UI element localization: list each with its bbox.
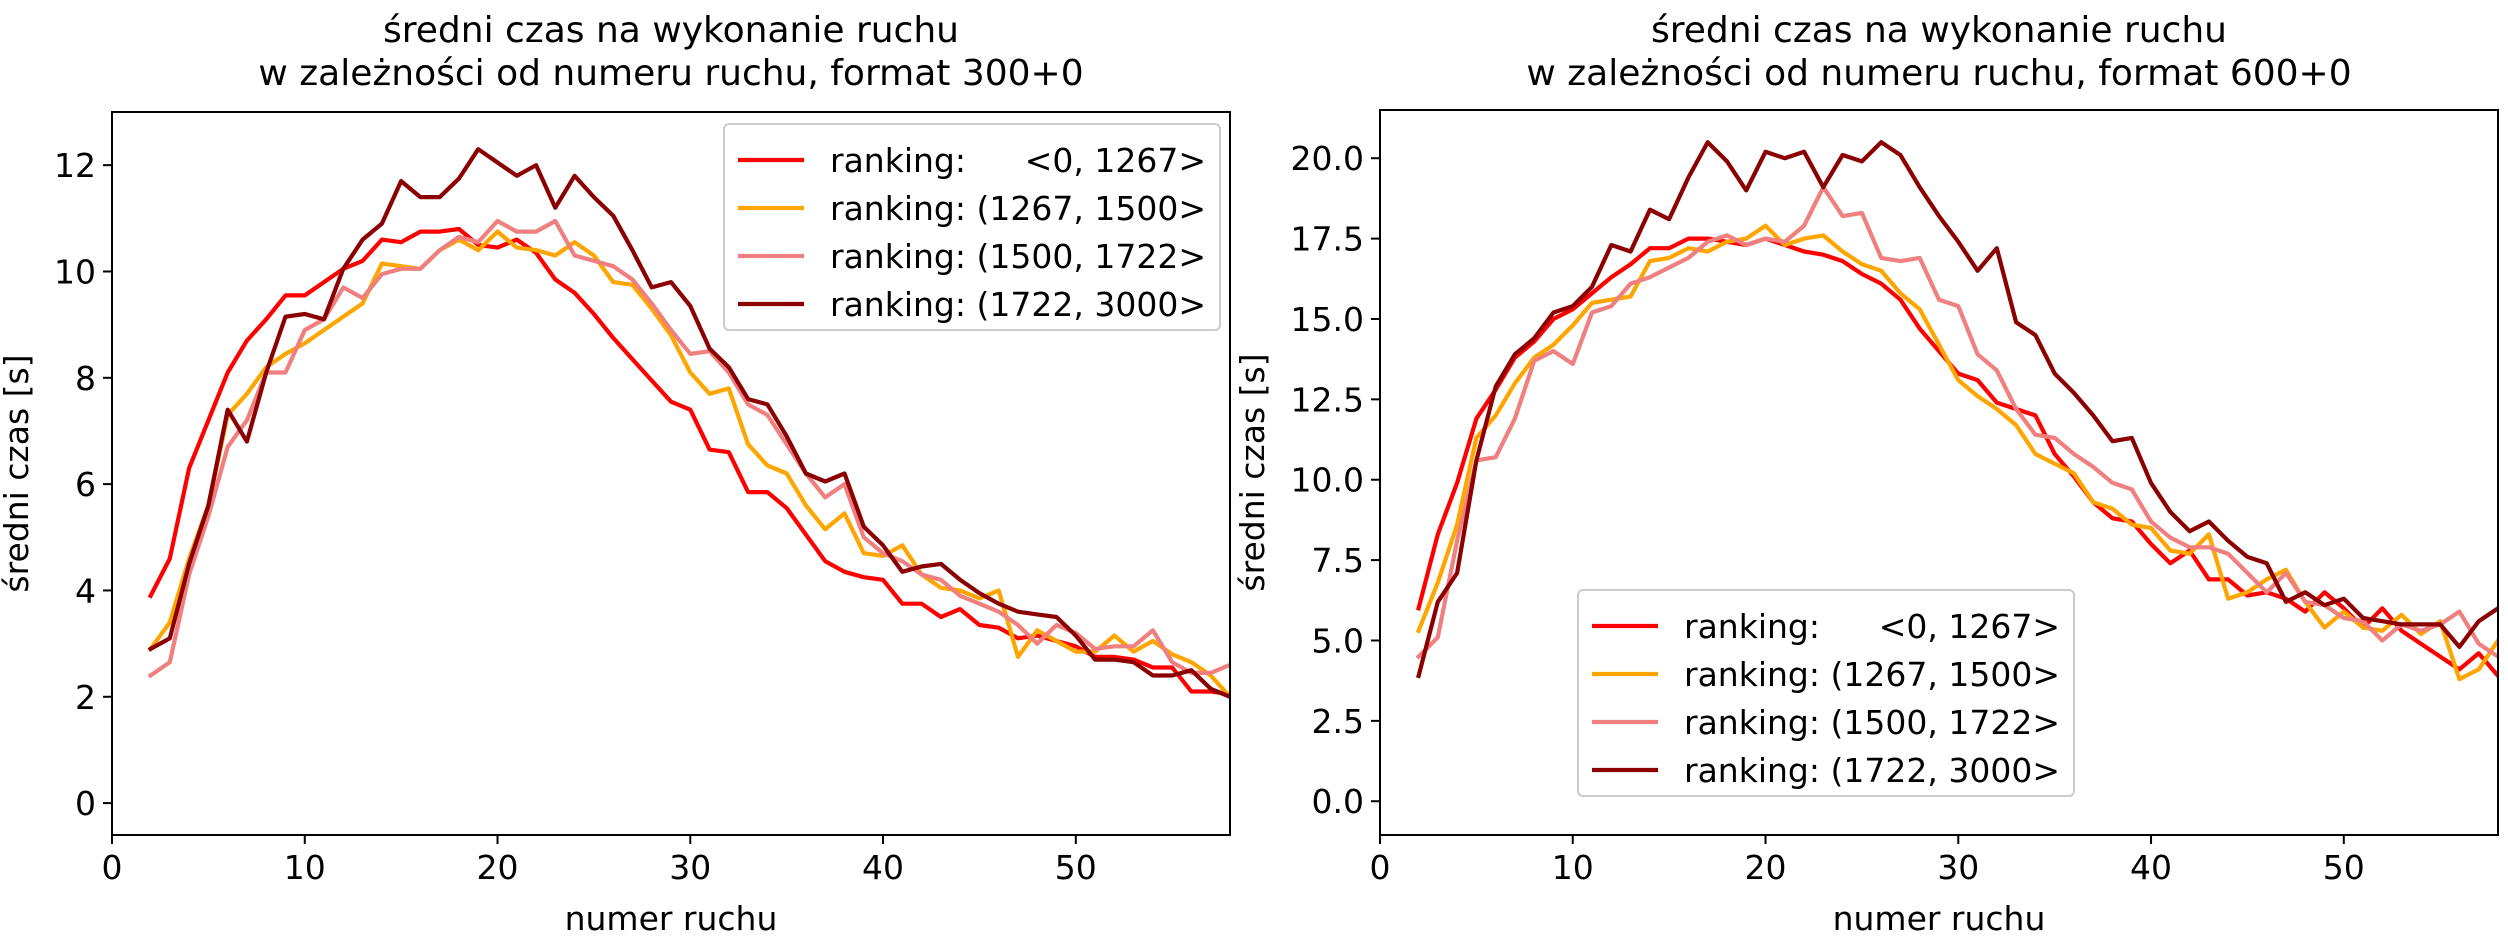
y-tick-label: 20.0 xyxy=(1291,139,1364,178)
x-tick-label: 0 xyxy=(1370,848,1391,887)
y-tick-label: 5.0 xyxy=(1312,621,1364,660)
legend-label-range: (1500, 1722> xyxy=(1831,703,2060,742)
y-tick-label: 4 xyxy=(75,571,96,610)
series-line-3 xyxy=(1415,185,2498,660)
y-axis-label: średni czas [s] xyxy=(0,354,36,592)
legend: ranking: <0, 1267> ranking: (1267, 1500> ran… xyxy=(1577,589,2075,797)
legend-label-prefix: ranking: xyxy=(1684,655,1820,694)
x-tick-label: 20 xyxy=(477,848,519,887)
legend: ranking: <0, 1267> ranking: (1267, 1500> ran… xyxy=(723,123,1221,331)
y-tick-label: 6 xyxy=(75,465,96,504)
legend-label-prefix: ranking: xyxy=(830,237,966,276)
x-tick-label: 0 xyxy=(102,848,123,887)
legend-label-range: <0, 1267> xyxy=(1025,141,1206,180)
y-tick-label: 17.5 xyxy=(1291,220,1364,259)
y-tick-label: 0 xyxy=(75,784,96,823)
x-tick-label: 20 xyxy=(1745,848,1787,887)
chart-title-line-2: w zależności od numeru ruchu, format 300… xyxy=(258,53,1083,94)
series-group xyxy=(147,147,1230,700)
series-group xyxy=(1415,140,2498,682)
x-axis-label: numer ruchu xyxy=(1833,899,2046,938)
x-axis-label: numer ruchu xyxy=(565,899,778,938)
plot-frame xyxy=(1379,109,2499,836)
y-tick-label: 7.5 xyxy=(1312,541,1364,580)
chart-title-line-2: w zależności od numeru ruchu, format 600… xyxy=(1526,53,2351,94)
legend-label-prefix: ranking: xyxy=(1684,703,1820,742)
x-tick-label: 50 xyxy=(2323,848,2365,887)
y-tick-label: 0.0 xyxy=(1312,782,1364,821)
legend-label-prefix: ranking: xyxy=(830,189,966,228)
chart-title-line-1: średni czas na wykonanie ruchu xyxy=(1651,10,2227,51)
legend-box xyxy=(1577,589,2075,797)
x-tick-label: 50 xyxy=(1055,848,1097,887)
legend-label-prefix: ranking: xyxy=(830,285,966,324)
y-axis-label: średni czas [s] xyxy=(1233,353,1272,591)
x-tick-label: 10 xyxy=(284,848,326,887)
plot-frame xyxy=(111,111,1231,836)
x-tick-label: 10 xyxy=(1552,848,1594,887)
y-tick-label: 2.5 xyxy=(1312,702,1364,741)
x-tick-label: 40 xyxy=(2130,848,2172,887)
y-tick-label: 8 xyxy=(75,359,96,398)
series-line-2 xyxy=(1415,223,2498,682)
x-tick-label: 30 xyxy=(669,848,711,887)
legend-label-prefix: ranking: xyxy=(1684,607,1820,646)
legend-label-prefix: ranking: xyxy=(830,141,966,180)
y-tick-label: 2 xyxy=(75,678,96,717)
legend-label-range: (1500, 1722> xyxy=(977,237,1206,276)
chart-title-line-1: średni czas na wykonanie ruchu xyxy=(383,10,959,51)
series-line-4 xyxy=(1416,140,2498,679)
y-tick-label: 12 xyxy=(54,146,96,185)
y-tick-label: 10 xyxy=(54,252,96,291)
legend-label-range: <0, 1267> xyxy=(1879,607,2060,646)
y-tick-label: 15.0 xyxy=(1291,300,1364,339)
series-line-2 xyxy=(147,229,1230,700)
y-tick-label: 10.0 xyxy=(1291,461,1364,500)
legend-label-range: (1722, 3000> xyxy=(977,285,1206,324)
y-tick-label: 12.5 xyxy=(1291,380,1364,419)
x-tick-label: 40 xyxy=(862,848,904,887)
legend-label-prefix: ranking: xyxy=(1684,751,1820,790)
legend-label-range: (1722, 3000> xyxy=(1831,751,2060,790)
legend-label-range: (1267, 1500> xyxy=(1831,655,2060,694)
legend-label-range: (1267, 1500> xyxy=(977,189,1206,228)
series-line-4 xyxy=(147,147,1230,700)
x-tick-label: 30 xyxy=(1937,848,1979,887)
legend-box xyxy=(723,123,1221,331)
series-line-3 xyxy=(147,218,1230,679)
